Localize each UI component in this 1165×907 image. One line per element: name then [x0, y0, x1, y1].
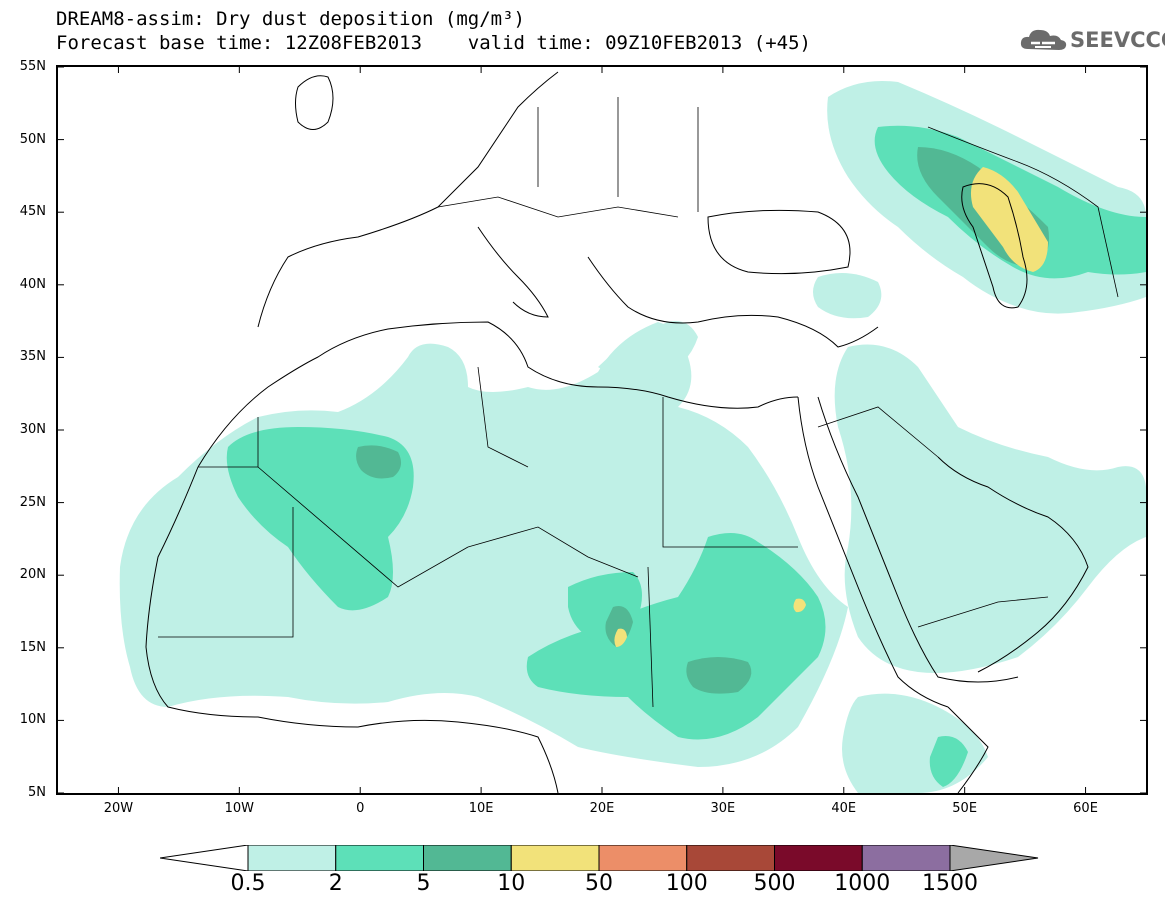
- dust-shade-sudan-5: [686, 657, 752, 694]
- lon-tick-label: 10W: [224, 801, 255, 816]
- colorbar-segment: [510, 845, 600, 871]
- dust-shade-horn-africa: [842, 693, 988, 793]
- border-sahara-3: [158, 507, 294, 638]
- seevccc-logo: SEEVCCC: [1018, 24, 1165, 56]
- colorbar-segment: [598, 845, 688, 871]
- colorbar-segment: [774, 845, 863, 871]
- lat-tick-label: 30N: [19, 422, 46, 437]
- border-sahara-2: [257, 466, 469, 588]
- lon-tick-label: 60E: [1073, 801, 1098, 816]
- colorbar-segment: [247, 845, 337, 871]
- lon-tick-label: 40E: [831, 801, 857, 816]
- colorbar-segment: [861, 845, 951, 871]
- coast-british-isles: [295, 75, 334, 130]
- coast-italy: [477, 226, 549, 318]
- lat-tick-label: 55N: [19, 59, 46, 74]
- dust-shade-horn-2: [929, 736, 968, 787]
- border-niger-libya: [467, 526, 639, 578]
- border-sudan-chad: [647, 566, 654, 708]
- colorbar-segment: [335, 845, 424, 871]
- border-yemen: [917, 596, 1049, 628]
- coast-somalia: [947, 706, 989, 793]
- dust-shade-sudan-2: [526, 533, 826, 740]
- lon-tick-label: 50E: [952, 801, 978, 816]
- dust-shade-turkey: [813, 273, 882, 319]
- lat-tick-label: 10N: [19, 712, 46, 728]
- lat-tick-label: 35N: [19, 349, 46, 365]
- coast-west-africa: [145, 466, 559, 793]
- colorbar-over-triangle: [949, 845, 1039, 871]
- dust-shade-eritrea-10: [793, 598, 806, 613]
- map-area: [56, 65, 1148, 795]
- colorbar-segment: [423, 845, 512, 871]
- colorbar-level-label: 0.5: [230, 871, 266, 896]
- dust-shade-arabia: [834, 344, 1146, 673]
- forecast-time-subtitle: Forecast base time: 12Z08FEB2013 valid t…: [56, 32, 811, 54]
- border-iraq-saudi: [817, 406, 939, 458]
- dust-shade-sahara-5: [356, 445, 402, 479]
- logo-text: SEEVCCC: [1070, 28, 1165, 52]
- border-kazakh: [927, 126, 1119, 298]
- coast-red-sea-west: [797, 396, 949, 708]
- colorbar-under-triangle: [160, 845, 249, 871]
- colorbar-level-label: 5: [416, 871, 431, 896]
- colorbar-level-label: 10: [497, 871, 526, 896]
- cloud-logo-icon: [1020, 29, 1067, 50]
- coast-greece-turkey: [587, 256, 879, 348]
- colorbar-graphic: [160, 845, 1039, 871]
- lat-tick-label: 45N: [19, 204, 46, 220]
- colorbar-level-label: 500: [753, 871, 796, 896]
- border-algeria-libya: [477, 366, 529, 468]
- coastlines: [145, 71, 1089, 793]
- lat-tick-label: 20N: [19, 567, 46, 583]
- coast-europe: [257, 71, 559, 328]
- dust-shade-caspian-10: [970, 167, 1048, 272]
- axis-ticks: [58, 67, 1146, 793]
- dust-shade-chad-10: [614, 628, 627, 647]
- coast-north-africa: [197, 321, 799, 468]
- lat-tick-label: 15N: [19, 639, 46, 655]
- colorbar-level-label: 1000: [834, 871, 891, 896]
- dust-shade-east-med: [598, 321, 698, 381]
- lon-tick-label: 10E: [468, 801, 494, 816]
- dust-level-10: [614, 167, 1048, 647]
- country-borders: [158, 97, 1119, 708]
- lon-tick-label: 20E: [589, 801, 615, 816]
- coast-black-sea: [707, 209, 851, 275]
- coast-caspian: [961, 183, 1028, 309]
- map-title: DREAM8-assim: Dry dust deposition (mg/m³…: [56, 8, 525, 30]
- colorbar-level-label: 100: [665, 871, 708, 896]
- lat-tick-label: 5N: [28, 785, 46, 800]
- lat-tick-label: 40N: [19, 276, 46, 292]
- coast-arabia-gulf: [937, 456, 1089, 673]
- lon-tick-label: 30E: [710, 801, 736, 816]
- border-europe-1: [437, 196, 679, 218]
- lon-tick-label: 0: [356, 801, 365, 816]
- lon-tick-label: 20W: [103, 801, 134, 816]
- lat-tick-label: 50N: [19, 131, 46, 147]
- lat-tick-label: 25N: [19, 494, 46, 510]
- colorbar-level-label: 2: [328, 871, 343, 896]
- colorbar-segment: [686, 845, 775, 871]
- border-libya-egypt: [662, 397, 798, 548]
- coast-red-sea-east: [817, 396, 1019, 683]
- border-europe-2: [537, 97, 699, 212]
- colorbar-level-label: 50: [585, 871, 613, 896]
- map-canvas: [58, 67, 1146, 793]
- colorbar-level-label: 1500: [922, 871, 978, 896]
